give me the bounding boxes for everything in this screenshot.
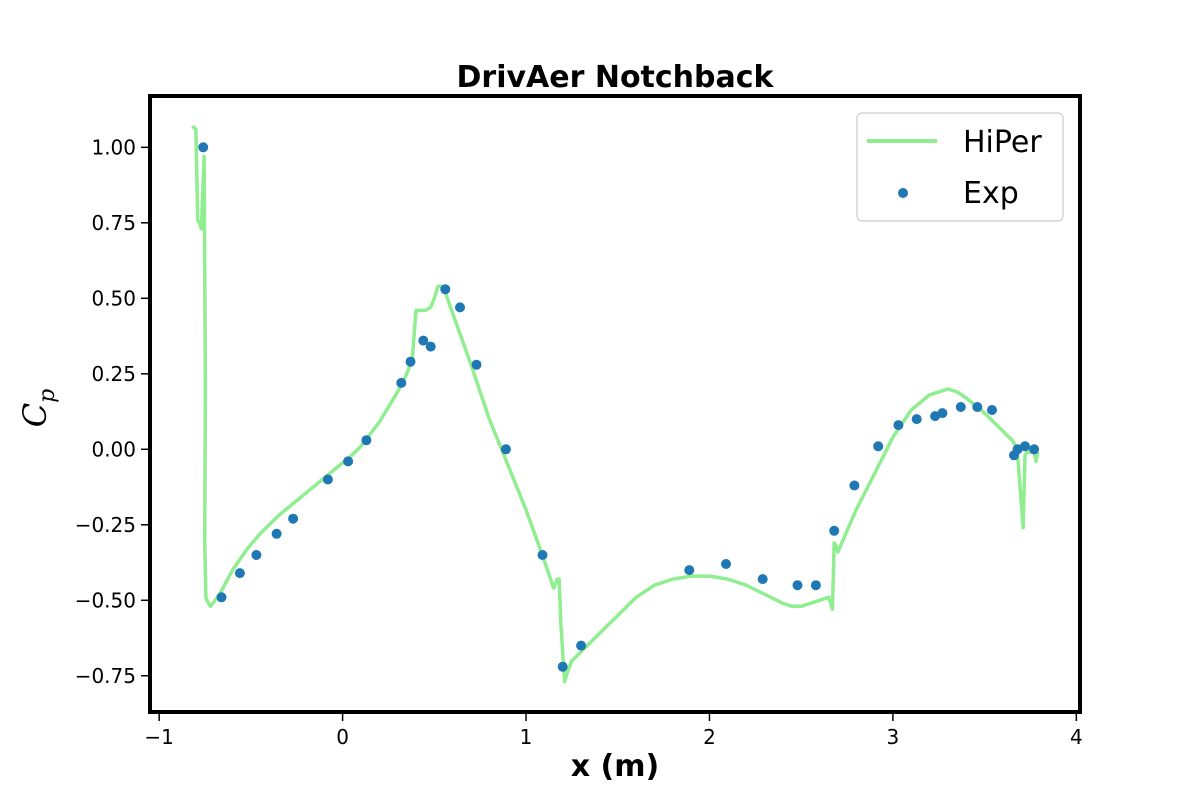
data-point-exp [418,335,429,346]
data-point-exp [322,474,333,485]
data-point-exp [849,480,860,491]
x-tick-label: 1 [520,725,533,749]
data-point-exp [684,565,695,576]
x-tick-label: 2 [703,725,716,749]
data-point-exp [471,359,482,370]
data-point-exp [987,405,997,415]
data-point-exp [937,408,948,419]
data-point-exp [757,574,768,585]
data-point-exp [251,550,262,560]
data-point-exp [955,402,966,412]
data-point-exp [893,420,904,431]
data-point-exp [396,377,407,388]
series-group [191,124,1040,684]
x-tick-label: −1 [144,725,173,749]
x-tick-label: 4 [1070,725,1083,749]
y-tick-label: 0.50 [91,286,136,310]
data-point-exp [271,528,282,539]
y-tick-label: 0.25 [91,362,136,386]
data-point-exp [234,568,245,579]
series-line-hiper [191,124,1040,684]
y-axis-label: Cp [16,389,60,428]
data-point-exp [576,640,587,651]
data-point-exp [972,402,983,412]
y-tick-label: 1.00 [91,135,136,159]
x-tick-label: 3 [887,725,900,749]
data-point-exp [911,414,922,425]
y-tick-label: 0.00 [91,437,136,461]
x-axis-label: x (m) [571,749,659,784]
data-point-exp [288,513,299,524]
data-point-exp [792,580,803,591]
legend: HiPer Exp [856,112,1064,222]
data-point-exp [216,592,227,603]
data-point-exp [425,341,436,352]
data-point-exp [343,456,354,467]
x-tick-label: 0 [336,725,349,749]
data-point-exp [829,525,840,536]
data-point-exp [873,441,884,452]
data-point-exp [537,550,548,560]
legend-scatter-marker [898,188,908,198]
chart-title: DrivAer Notchback [457,60,775,95]
legend-label-hiper: HiPer [963,125,1042,160]
plot-area [191,124,1040,684]
y-axis-label-main: C [16,403,54,427]
data-point-exp [557,661,568,672]
data-point-exp [721,559,731,569]
axes: −1 0 1 2 3 4 1.00 0.75 0.50 0.25 0.00 −0.25 −0.50 −0.… [75,94,1083,749]
y-tick-label: −0.25 [75,513,136,537]
data-point-exp [455,302,465,313]
plot-frame [148,94,1082,714]
y-axis-label-subscript: p [35,389,60,403]
data-point-exp [1029,444,1040,455]
legend-label-exp: Exp [963,176,1019,211]
data-point-exp [405,356,416,367]
data-point-exp [1020,441,1030,452]
data-point-exp [500,444,511,455]
y-tick-label: −0.75 [75,664,136,688]
y-tick-label: 0.75 [91,211,136,235]
data-point-exp [440,284,451,295]
data-point-exp [198,142,209,153]
data-point-exp [361,435,372,446]
y-tick-label: −0.50 [75,588,136,612]
data-point-exp [810,580,821,591]
